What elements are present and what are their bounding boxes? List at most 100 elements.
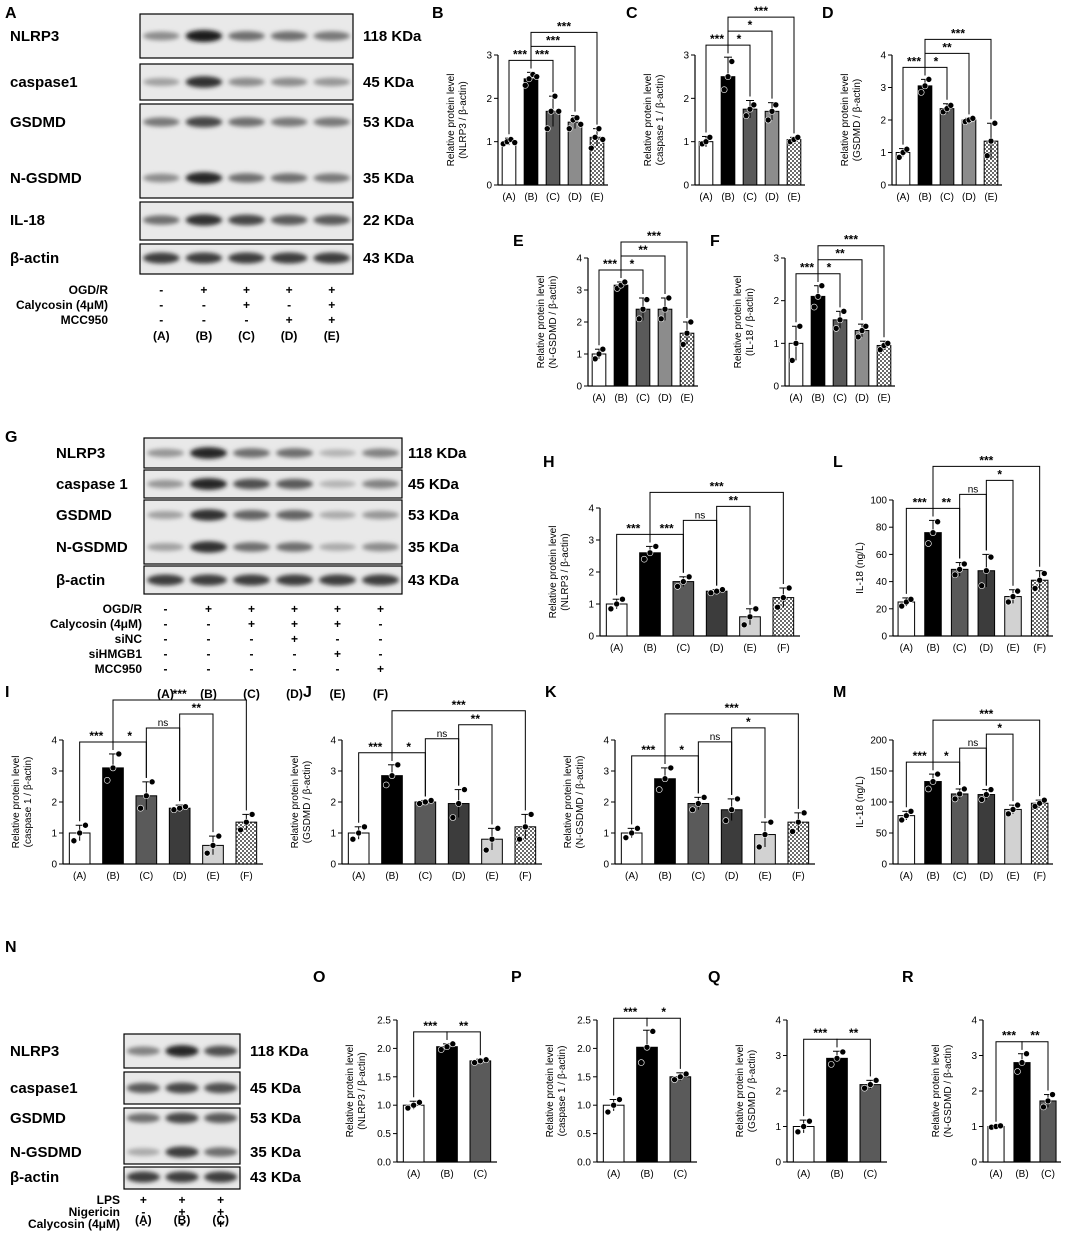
data-point: [1014, 1068, 1021, 1075]
blot-band: [228, 31, 265, 41]
y-tick-label: 3: [588, 536, 594, 547]
x-tick-label: (E): [984, 192, 997, 203]
x-tick-label: (A): [789, 393, 802, 404]
condition-sign: -: [379, 617, 383, 631]
significance-label: **: [638, 243, 648, 257]
y-axis-label-line: Relative protein level: [563, 756, 574, 849]
panel-letter-c: C: [626, 5, 638, 22]
blot-row-kda: 45 KDa: [408, 476, 460, 493]
significance-label: **: [459, 1019, 469, 1033]
significance-label: ***: [754, 4, 768, 18]
data-point: [840, 308, 848, 315]
significance-bracket: [985, 733, 1014, 802]
blot-row-label: NLRP3: [10, 1043, 59, 1060]
data-point: [547, 108, 555, 115]
y-axis-label: IL-18 (ng/L): [855, 776, 866, 828]
data-point: [983, 152, 991, 160]
x-tick-label: (D): [173, 871, 187, 882]
blot-band: [319, 574, 356, 586]
condition-label: MCC950: [61, 313, 109, 327]
blot-band: [319, 449, 356, 457]
blot-band: [313, 252, 351, 264]
blot-band: [228, 173, 265, 183]
blot-band: [204, 1082, 238, 1094]
significance-label: *: [661, 1005, 666, 1019]
y-tick-label: 3: [880, 83, 886, 94]
x-tick-label: (F): [1033, 643, 1046, 654]
condition-sign: +: [291, 602, 298, 616]
y-tick-label: 2: [603, 798, 609, 809]
blot-row-kda: 22 KDa: [363, 212, 415, 229]
data-point: [516, 835, 523, 843]
blot-row-label: caspase1: [10, 1080, 78, 1097]
data-point: [237, 826, 244, 834]
data-point: [471, 1059, 478, 1066]
condition-sign: -: [379, 632, 383, 646]
y-tick-label: 40: [876, 577, 888, 588]
y-axis-label: Relative protein level(N-GSDMD / β-actin…: [563, 756, 586, 849]
significance-label: *: [944, 749, 949, 763]
x-tick-label: (A): [989, 1169, 1002, 1180]
group-label: (E): [324, 329, 340, 343]
data-point: [862, 322, 870, 330]
bar: [826, 1057, 848, 1163]
chart-i: 0 1 2 3 4 Relative protein level(caspase 1 / …: [11, 687, 263, 882]
data-point: [555, 108, 563, 115]
x-tick-label: (B): [1015, 1169, 1028, 1180]
blot-band: [185, 30, 223, 42]
data-point: [685, 573, 693, 581]
x-tick-label: (C): [636, 393, 650, 404]
blot-row-kda: 118 KDa: [250, 1043, 309, 1060]
data-point: [800, 1123, 807, 1130]
blot-band: [362, 448, 399, 458]
x-tick-label: (A): [592, 393, 605, 404]
data-point: [521, 82, 529, 89]
y-tick-label: 4: [603, 736, 609, 747]
data-point: [655, 786, 663, 793]
data-point: [1031, 803, 1039, 810]
data-point: [637, 1059, 645, 1066]
significance-label: ***: [813, 1026, 827, 1040]
panel-letter-p: P: [511, 969, 522, 986]
blot-row-label: β-actin: [56, 572, 105, 589]
significance-bracket: [716, 505, 751, 605]
bar: [786, 139, 802, 186]
x-tick-label: (B): [830, 1169, 843, 1180]
y-axis-label: Relative protein level(GSDMD / β-actin): [290, 756, 313, 849]
significance-bracket: [731, 727, 766, 819]
data-point: [482, 1056, 490, 1064]
y-tick-label: 1: [486, 137, 492, 148]
data-point: [713, 587, 720, 595]
data-point: [243, 818, 250, 826]
y-tick-label: 1: [330, 829, 336, 840]
blot-row-label: caspase1: [10, 74, 78, 91]
significance-label: ***: [660, 521, 674, 535]
blot-row-kda: 45 KDa: [250, 1080, 302, 1097]
significance-bracket: [959, 493, 987, 559]
x-tick-label: (A): [73, 871, 86, 882]
data-point: [646, 549, 654, 557]
data-point: [634, 825, 641, 832]
bar: [987, 1126, 1005, 1163]
data-point: [511, 139, 519, 146]
x-tick-label: (E): [743, 643, 756, 654]
bar: [1013, 1062, 1031, 1163]
data-point: [382, 781, 390, 789]
y-tick-label: 0: [881, 632, 887, 643]
data-point: [682, 1070, 690, 1078]
x-tick-label: (D): [979, 871, 993, 882]
chart-o: 0.0 0.5 1.0 1.5 2.0 2.5 Relative protein level…: [345, 1016, 497, 1180]
y-axis-label-line: Relative protein level: [545, 1045, 556, 1138]
data-point: [115, 750, 123, 758]
group-label: (B): [174, 1213, 191, 1227]
y-tick-label: 100: [870, 798, 887, 809]
significance-label: ***: [647, 229, 661, 243]
condition-label: siNC: [115, 632, 143, 646]
significance-label: ***: [535, 47, 549, 61]
blot-band: [270, 173, 308, 183]
blot-band: [319, 511, 356, 519]
significance-label: *: [934, 54, 939, 68]
significance-label: *: [737, 32, 742, 46]
data-point: [577, 121, 585, 128]
y-tick-label: 2: [775, 1087, 781, 1098]
